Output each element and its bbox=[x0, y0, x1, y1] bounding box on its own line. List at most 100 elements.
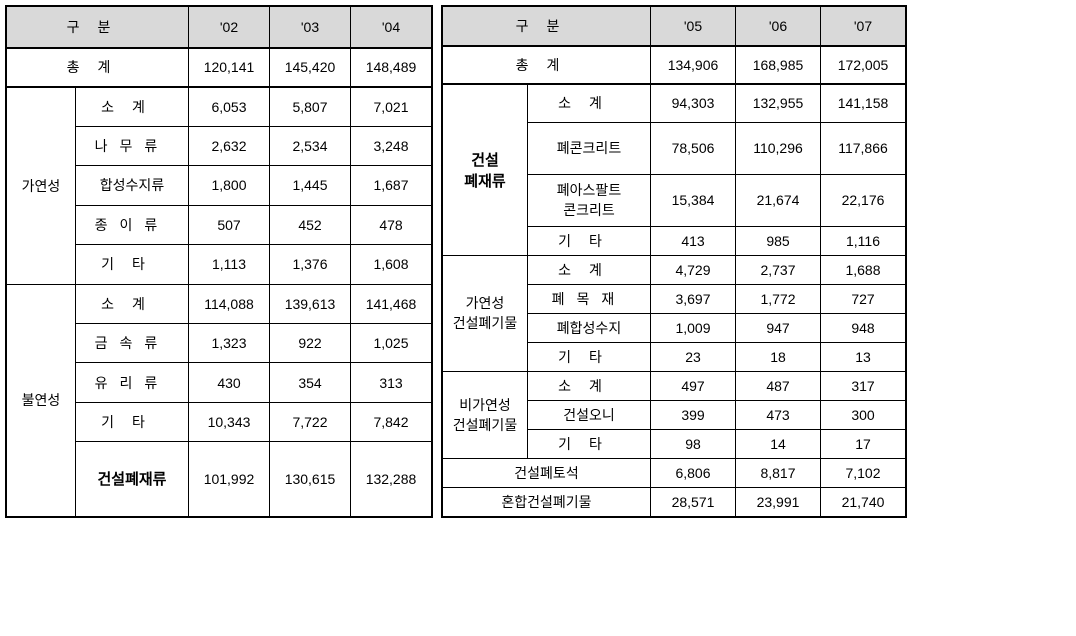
row-v1: 1,800 bbox=[189, 166, 270, 205]
row-v3: 7,842 bbox=[351, 402, 433, 441]
row-v1: 6,053 bbox=[189, 87, 270, 126]
row-v2: 110,296 bbox=[736, 122, 821, 174]
row-v3: 13 bbox=[821, 342, 907, 371]
row-label: 소계 bbox=[76, 284, 189, 323]
row-v3: 141,158 bbox=[821, 84, 907, 122]
left-group2-name: 불연성 bbox=[6, 284, 76, 516]
row-v2: 473 bbox=[736, 400, 821, 429]
row-v3: 313 bbox=[351, 363, 433, 402]
left-header-row: 구분 '02 '03 '04 bbox=[6, 6, 432, 48]
table-row: 건설폐토석 6,806 8,817 7,102 bbox=[442, 458, 906, 487]
row-v3: 478 bbox=[351, 205, 433, 244]
row-label: 기타 bbox=[528, 226, 651, 255]
row-v1: 1,009 bbox=[651, 313, 736, 342]
row-v3: 1,025 bbox=[351, 323, 433, 362]
row-v2: 1,445 bbox=[270, 166, 351, 205]
table-row: 비가연성건설폐기물 소계 497 487 317 bbox=[442, 371, 906, 400]
row-label: 소계 bbox=[76, 87, 189, 126]
row-v2: 947 bbox=[736, 313, 821, 342]
row-v1: 507 bbox=[189, 205, 270, 244]
row-v2: 985 bbox=[736, 226, 821, 255]
left-group1-name: 가연성 bbox=[6, 87, 76, 284]
row-label: 기타 bbox=[76, 402, 189, 441]
row-label: 종이류 bbox=[76, 205, 189, 244]
table-row: 가연성 소계 6,053 5,807 7,021 bbox=[6, 87, 432, 126]
row-label: 건설폐재류 bbox=[76, 442, 189, 517]
row-v2: 487 bbox=[736, 371, 821, 400]
row-v1: 413 bbox=[651, 226, 736, 255]
row-v1: 28,571 bbox=[651, 487, 736, 517]
row-v3: 17 bbox=[821, 429, 907, 458]
left-table: 구분 '02 '03 '04 총계 120,141 145,420 148,48… bbox=[5, 5, 433, 518]
right-header-y2: '06 bbox=[736, 6, 821, 46]
row-v2: 7,722 bbox=[270, 402, 351, 441]
left-header-y2: '03 bbox=[270, 6, 351, 48]
row-v3: 300 bbox=[821, 400, 907, 429]
row-label: 소계 bbox=[528, 255, 651, 284]
right-groupA-name: 건설폐재류 bbox=[442, 84, 528, 255]
row-v3: 117,866 bbox=[821, 122, 907, 174]
row-v3: 21,740 bbox=[821, 487, 907, 517]
row-v2: 354 bbox=[270, 363, 351, 402]
row-v2: 1,376 bbox=[270, 245, 351, 284]
row-label: 폐아스팔트 콘크리트 bbox=[528, 174, 651, 226]
row-v1: 101,992 bbox=[189, 442, 270, 517]
row-label: 나무류 bbox=[76, 126, 189, 165]
row-v2: 14 bbox=[736, 429, 821, 458]
table-row: 혼합건설폐기물 28,571 23,991 21,740 bbox=[442, 487, 906, 517]
left-header-y1: '02 bbox=[189, 6, 270, 48]
row-v1: 430 bbox=[189, 363, 270, 402]
row-label: 합성수지류 bbox=[76, 166, 189, 205]
row-label: 건설오니 bbox=[528, 400, 651, 429]
left-total-v1: 120,141 bbox=[189, 48, 270, 87]
table-row: 건설폐재류 소계 94,303 132,955 141,158 bbox=[442, 84, 906, 122]
row-v2: 130,615 bbox=[270, 442, 351, 517]
row-label: 소계 bbox=[528, 84, 651, 122]
row-v3: 1,688 bbox=[821, 255, 907, 284]
row-label: 혼합건설폐기물 bbox=[442, 487, 651, 517]
row-v3: 1,116 bbox=[821, 226, 907, 255]
right-groupC-name: 비가연성건설폐기물 bbox=[442, 371, 528, 458]
row-v3: 7,102 bbox=[821, 458, 907, 487]
table-row: 가연성건설폐기물 소계 4,729 2,737 1,688 bbox=[442, 255, 906, 284]
left-total-v2: 145,420 bbox=[270, 48, 351, 87]
right-total-v3: 172,005 bbox=[821, 46, 907, 84]
row-v3: 1,608 bbox=[351, 245, 433, 284]
row-v2: 2,534 bbox=[270, 126, 351, 165]
row-v1: 114,088 bbox=[189, 284, 270, 323]
row-v1: 15,384 bbox=[651, 174, 736, 226]
row-v1: 10,343 bbox=[189, 402, 270, 441]
row-v1: 78,506 bbox=[651, 122, 736, 174]
row-v1: 399 bbox=[651, 400, 736, 429]
left-total-row: 총계 120,141 145,420 148,489 bbox=[6, 48, 432, 87]
right-header-y3: '07 bbox=[821, 6, 907, 46]
row-v3: 317 bbox=[821, 371, 907, 400]
row-v3: 727 bbox=[821, 284, 907, 313]
row-label: 소계 bbox=[528, 371, 651, 400]
row-label: 건설폐토석 bbox=[442, 458, 651, 487]
row-label: 폐콘크리트 bbox=[528, 122, 651, 174]
row-v1: 1,113 bbox=[189, 245, 270, 284]
right-groupB-name: 가연성건설폐기물 bbox=[442, 255, 528, 371]
row-label: 폐합성수지 bbox=[528, 313, 651, 342]
left-total-v3: 148,489 bbox=[351, 48, 433, 87]
row-v1: 6,806 bbox=[651, 458, 736, 487]
right-total-label: 총계 bbox=[442, 46, 651, 84]
row-v2: 922 bbox=[270, 323, 351, 362]
row-v2: 18 bbox=[736, 342, 821, 371]
row-label: 기타 bbox=[528, 342, 651, 371]
row-label: 금속류 bbox=[76, 323, 189, 362]
right-total-row: 총계 134,906 168,985 172,005 bbox=[442, 46, 906, 84]
row-v3: 948 bbox=[821, 313, 907, 342]
right-total-v1: 134,906 bbox=[651, 46, 736, 84]
row-v2: 1,772 bbox=[736, 284, 821, 313]
right-header-row: 구분 '05 '06 '07 bbox=[442, 6, 906, 46]
row-v2: 132,955 bbox=[736, 84, 821, 122]
row-v3: 1,687 bbox=[351, 166, 433, 205]
right-total-v2: 168,985 bbox=[736, 46, 821, 84]
left-total-label: 총계 bbox=[6, 48, 189, 87]
row-v2: 8,817 bbox=[736, 458, 821, 487]
right-header-gubun: 구분 bbox=[442, 6, 651, 46]
row-label: 유리류 bbox=[76, 363, 189, 402]
right-table: 구분 '05 '06 '07 총계 134,906 168,985 172,00… bbox=[441, 5, 907, 518]
